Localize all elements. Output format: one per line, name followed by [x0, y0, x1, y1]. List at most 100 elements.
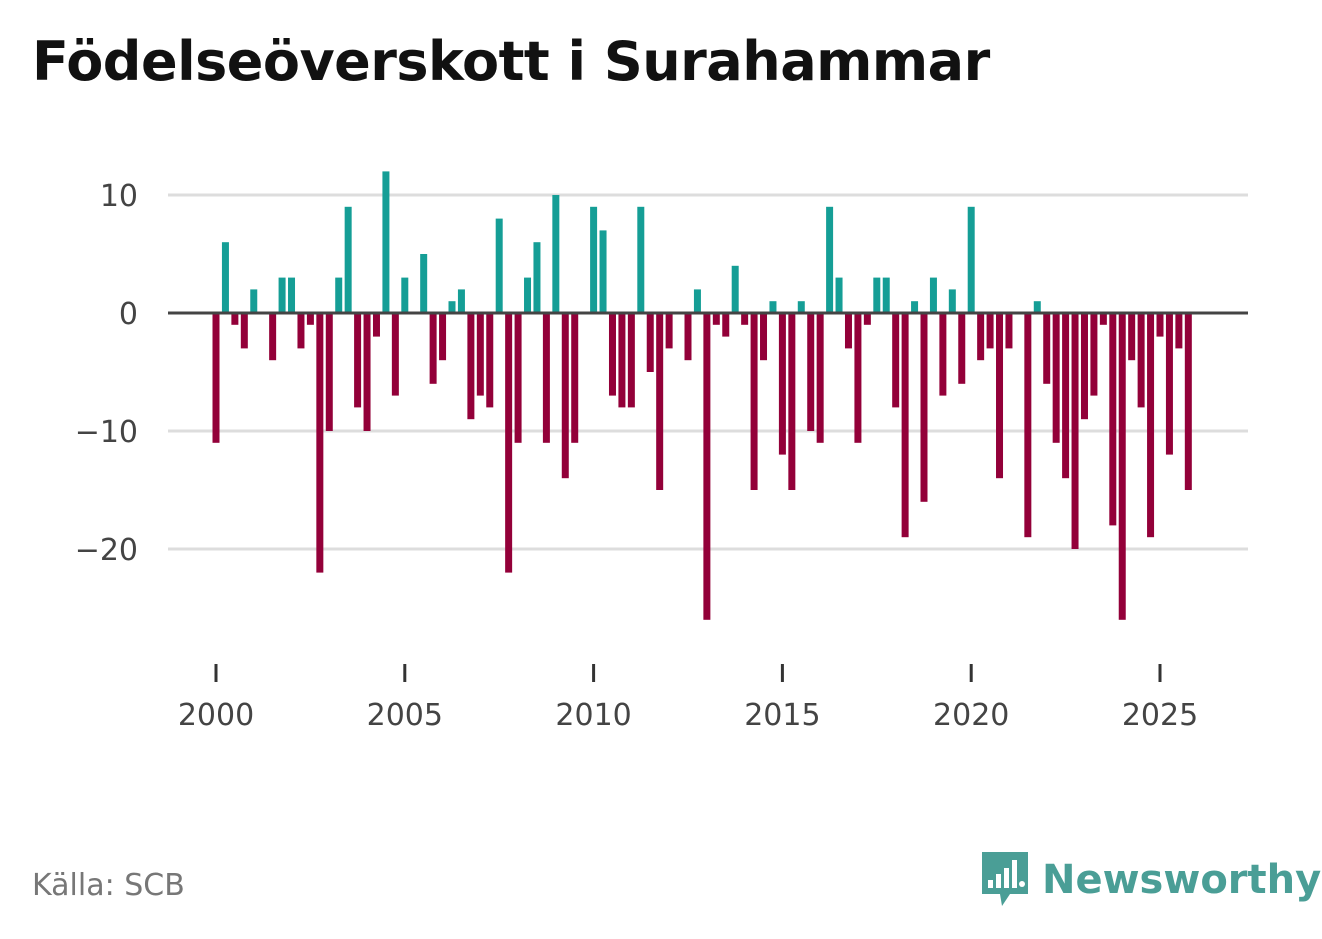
y-tick-label: 10 — [100, 179, 138, 214]
bar — [1118, 313, 1126, 620]
bar — [929, 277, 937, 313]
bar — [901, 313, 909, 538]
bar — [212, 313, 220, 443]
bar — [514, 313, 522, 443]
bar — [372, 313, 380, 337]
bar — [250, 289, 258, 313]
bar — [854, 313, 862, 443]
brand-logo: Newsworthy — [980, 850, 1321, 910]
bar — [731, 265, 739, 313]
bar — [996, 313, 1004, 479]
bar — [967, 206, 975, 313]
bar — [920, 313, 928, 502]
bar — [693, 289, 701, 313]
bar — [948, 289, 956, 313]
bar — [269, 313, 277, 361]
bar — [382, 171, 390, 313]
bar — [354, 313, 362, 408]
bar — [769, 301, 777, 313]
bar — [429, 313, 437, 384]
bar — [221, 242, 229, 313]
bar — [608, 313, 616, 396]
bar — [958, 313, 966, 384]
bar — [439, 313, 447, 361]
bar — [712, 313, 720, 325]
y-tick-label: 0 — [119, 297, 138, 332]
bar — [618, 313, 626, 408]
bar — [467, 313, 475, 420]
x-tick-label: 2010 — [555, 698, 631, 733]
bar — [826, 206, 834, 313]
bar — [457, 289, 465, 313]
bar — [231, 313, 239, 325]
bar — [524, 277, 532, 313]
bar — [722, 313, 730, 337]
bar — [656, 313, 664, 490]
bar — [1184, 313, 1192, 490]
bar — [1137, 313, 1145, 408]
bar — [684, 313, 692, 361]
bar — [542, 313, 550, 443]
bar — [316, 313, 324, 573]
bar — [552, 195, 560, 313]
brand-name: Newsworthy — [1042, 857, 1322, 903]
bar — [1024, 313, 1032, 538]
bar — [778, 313, 786, 455]
bar — [1128, 313, 1136, 361]
bar — [571, 313, 579, 443]
bars-group — [212, 171, 1192, 620]
bar — [797, 301, 805, 313]
bar — [335, 277, 343, 313]
bar — [599, 230, 607, 313]
bar — [476, 313, 484, 396]
bar — [1033, 301, 1041, 313]
bar — [646, 313, 654, 372]
bar — [892, 313, 900, 408]
y-tick-label: −20 — [75, 533, 138, 568]
bar — [533, 242, 541, 313]
bar — [344, 206, 352, 313]
bar — [561, 313, 569, 479]
bar — [637, 206, 645, 313]
bar — [420, 254, 428, 313]
bar — [1099, 313, 1107, 325]
bar — [1071, 313, 1079, 549]
bar — [977, 313, 985, 361]
bar — [627, 313, 635, 408]
bar — [1062, 313, 1070, 479]
bar — [240, 313, 248, 349]
bar — [939, 313, 947, 396]
bar — [505, 313, 513, 573]
bar — [325, 313, 333, 431]
bar — [1052, 313, 1060, 443]
bar — [1043, 313, 1051, 384]
bar — [391, 313, 399, 396]
y-axis: 10 0 −10 −20 — [75, 179, 138, 568]
bar — [448, 301, 456, 313]
bar — [807, 313, 815, 431]
bar — [835, 277, 843, 313]
bar — [750, 313, 758, 490]
bar — [760, 313, 768, 361]
bar-chart-bubble-icon — [982, 852, 1028, 906]
bar — [1109, 313, 1117, 526]
bar — [882, 277, 890, 313]
bar — [1156, 313, 1164, 337]
bar — [788, 313, 796, 490]
bar — [741, 313, 749, 325]
bar — [1090, 313, 1098, 396]
bar — [911, 301, 919, 313]
source-label: Källa: SCB — [32, 868, 185, 903]
bar — [816, 313, 824, 443]
bar — [844, 313, 852, 349]
bar — [665, 313, 673, 349]
x-tick-label: 2000 — [178, 698, 254, 733]
x-tick-label: 2015 — [744, 698, 820, 733]
bar — [297, 313, 305, 349]
x-axis: 2000 2005 2010 2015 2020 2025 — [178, 664, 1198, 733]
bar — [495, 218, 503, 313]
bar — [1080, 313, 1088, 420]
x-tick-label: 2005 — [367, 698, 443, 733]
bar — [1147, 313, 1155, 538]
bar — [986, 313, 994, 349]
